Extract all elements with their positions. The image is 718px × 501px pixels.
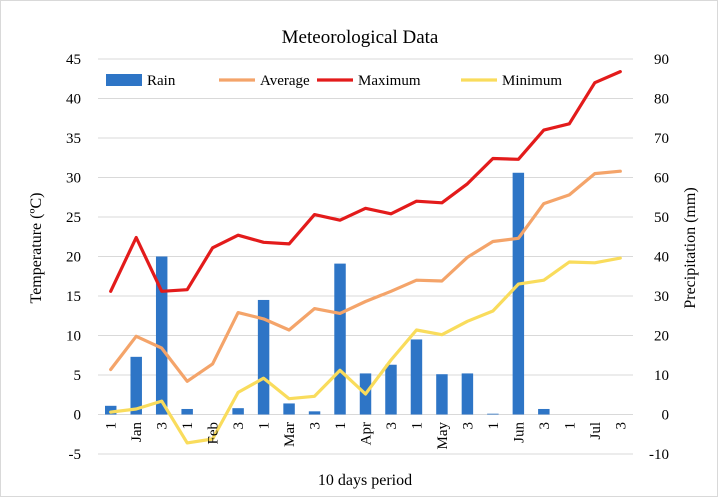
y-right-tick: 50	[654, 210, 669, 226]
rain-bars	[105, 172, 550, 415]
y-right-tick: -10	[649, 447, 669, 463]
y-left-tick: 15	[66, 289, 81, 305]
series-line-average	[109, 169, 622, 383]
rain-bar	[436, 374, 448, 415]
rain-bar	[155, 256, 168, 415]
rain-bar	[512, 172, 525, 415]
legend: Rain Average Maximum Minimum	[106, 73, 562, 89]
x-tick-label: 3	[231, 422, 247, 430]
chart-title: Meteorological Data	[282, 27, 439, 48]
y-right-tick: 40	[654, 250, 669, 266]
rain-bar	[461, 373, 474, 415]
x-tick-label: 1	[257, 422, 273, 430]
x-tick-label: Feb	[206, 422, 222, 445]
y-axis-label-right: Precipitation (mm)	[682, 187, 699, 308]
x-tick-label: 1	[562, 422, 578, 430]
legend-label-average: Average	[260, 73, 310, 89]
y-left-tick: 45	[66, 52, 81, 68]
y-left-tick: 10	[66, 329, 81, 345]
x-tick-label: Jun	[511, 422, 527, 443]
right-axis-ticks: -10 0 10 20 30 40 50 60 70 80 90	[649, 52, 669, 463]
x-tick-label: 3	[384, 422, 400, 430]
y-left-tick: -5	[69, 447, 82, 463]
rain-bar	[283, 403, 295, 415]
y-axis-label-left: Temperature (ºC)	[28, 193, 45, 304]
rain-bar	[410, 339, 423, 415]
y-right-tick: 20	[654, 329, 669, 345]
y-right-tick: 0	[662, 408, 670, 424]
x-tick-label: 1	[409, 422, 425, 430]
x-tick-label: 1	[180, 422, 196, 430]
y-left-tick: 0	[74, 408, 82, 424]
legend-label-maximum: Maximum	[358, 73, 421, 89]
temperature-lines	[109, 69, 622, 445]
y-right-tick: 60	[654, 171, 669, 187]
x-tick-label: May	[435, 422, 451, 450]
x-tick-label: 1	[486, 422, 502, 430]
series-line-maximum	[109, 69, 622, 293]
x-tick-label: Jul	[588, 422, 604, 440]
y-right-tick: 10	[654, 368, 669, 384]
y-left-tick: 30	[66, 171, 81, 187]
x-tick-label: 3	[537, 422, 553, 430]
x-tick-label: 3	[308, 422, 324, 430]
legend-label-minimum: Minimum	[502, 73, 562, 89]
x-tick-label: 3	[613, 422, 629, 430]
rain-bar	[334, 263, 346, 415]
y-right-tick: 80	[654, 92, 669, 108]
legend-swatch-rain	[106, 74, 142, 86]
x-tick-label: Apr	[359, 422, 375, 445]
series-line-minimum	[109, 256, 622, 445]
x-tick-label: Mar	[282, 422, 298, 447]
x-tick-label: 1	[333, 422, 349, 430]
y-right-tick: 90	[654, 52, 669, 68]
x-axis-label: 10 days period	[318, 472, 412, 489]
rain-bar	[538, 408, 550, 415]
rain-bar	[181, 408, 193, 415]
rain-bar	[385, 364, 397, 415]
y-right-tick: 30	[654, 289, 669, 305]
x-tick-label: 3	[155, 422, 171, 430]
rain-bar	[257, 299, 270, 415]
y-right-tick: 70	[654, 131, 669, 147]
y-left-tick: 35	[66, 131, 81, 147]
rain-bar	[232, 408, 244, 415]
y-left-tick: 40	[66, 92, 81, 108]
rain-bar	[105, 405, 117, 415]
x-axis-ticks: 1 Jan 3 1 Feb 3 1 Mar 3 1 Apr 3 1 May 3 1 Jun 3 1 Jul 3	[104, 422, 630, 450]
x-tick-label: Jan	[129, 422, 145, 442]
x-tick-label: 3	[460, 422, 476, 430]
left-axis-ticks: -5 0 5 10 15 20 25 30 35 40 45	[66, 52, 81, 463]
rain-bar	[130, 356, 142, 415]
x-tick-label: 1	[104, 422, 120, 430]
rain-bar	[308, 411, 321, 415]
rain-bar	[487, 413, 499, 415]
legend-label-rain: Rain	[147, 73, 176, 89]
y-left-tick: 5	[74, 368, 82, 384]
y-left-tick: 20	[66, 250, 81, 266]
y-left-tick: 25	[66, 210, 81, 226]
